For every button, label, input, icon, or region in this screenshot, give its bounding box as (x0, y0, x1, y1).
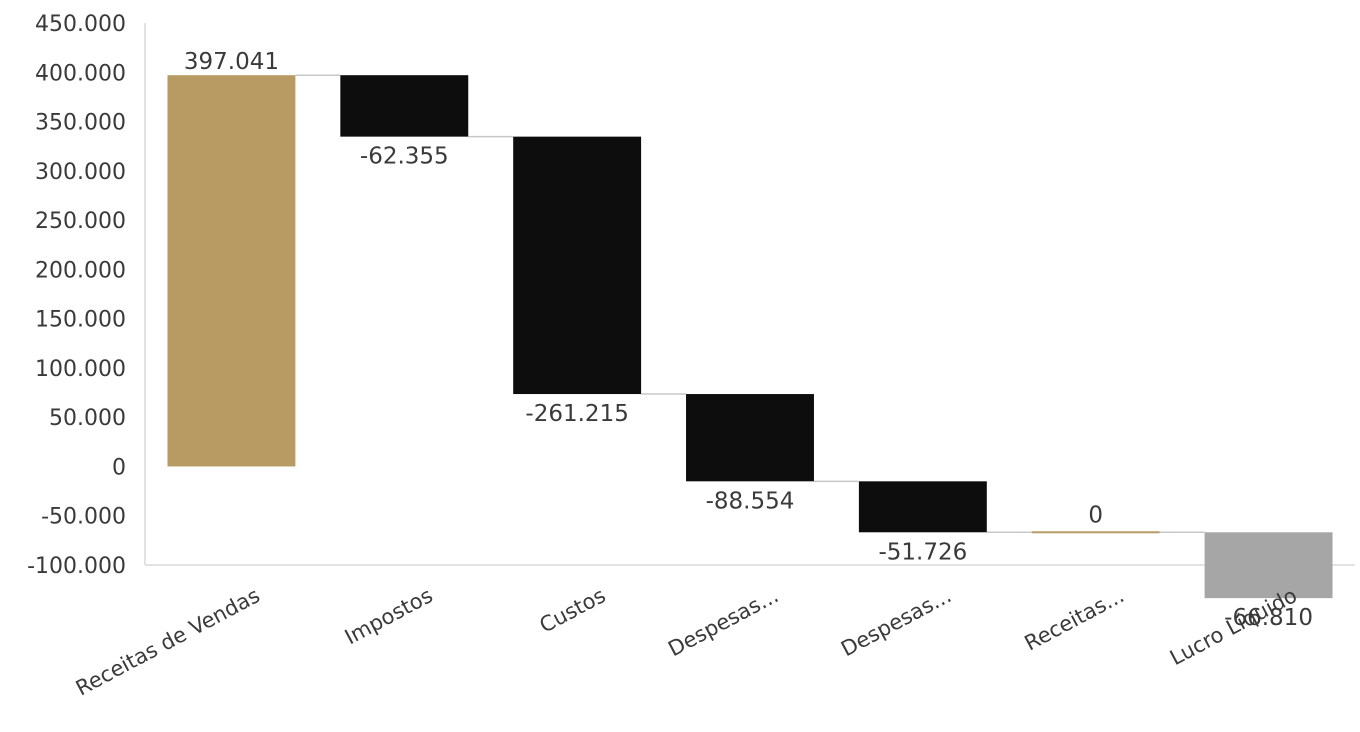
data-label: -261.215 (525, 401, 628, 427)
data-label: 397.041 (184, 49, 279, 75)
data-label: -66.810 (1224, 605, 1313, 631)
x-category-label: Custos (536, 583, 610, 637)
x-category-label: Receitas de Vendas (72, 583, 264, 700)
y-tick-label: -100.000 (27, 554, 126, 579)
y-tick-label: 200.000 (35, 258, 126, 283)
y-tick-label: 250.000 (35, 209, 126, 234)
bar-4 (686, 394, 814, 482)
data-label: 0 (1088, 502, 1103, 528)
y-tick-label: 400.000 (35, 61, 126, 86)
y-tick-label: 0 (112, 455, 126, 480)
x-category-label: Despesas... (664, 583, 782, 661)
bar-5 (858, 481, 987, 533)
y-tick-label: 300.000 (35, 160, 126, 185)
data-label: -88.554 (706, 488, 795, 514)
y-tick-label: 150.000 (35, 308, 126, 333)
x-category-label: Impostos (341, 583, 437, 649)
y-tick-label: -50.000 (41, 505, 126, 530)
x-category-label: Receitas... (1021, 583, 1128, 655)
y-tick-label: 450.000 (35, 12, 126, 37)
bar-1 (167, 75, 296, 467)
x-category-label: Despesas... (837, 583, 955, 661)
bar-6 (1031, 531, 1160, 534)
data-label: -51.726 (878, 539, 967, 565)
bar-2 (340, 75, 469, 137)
data-label: -62.355 (360, 144, 449, 170)
y-tick-label: 100.000 (35, 357, 126, 382)
bar-7 (1204, 532, 1333, 599)
y-tick-label: 50.000 (49, 406, 126, 431)
bar-3 (513, 136, 642, 395)
y-tick-label: 350.000 (35, 111, 126, 136)
